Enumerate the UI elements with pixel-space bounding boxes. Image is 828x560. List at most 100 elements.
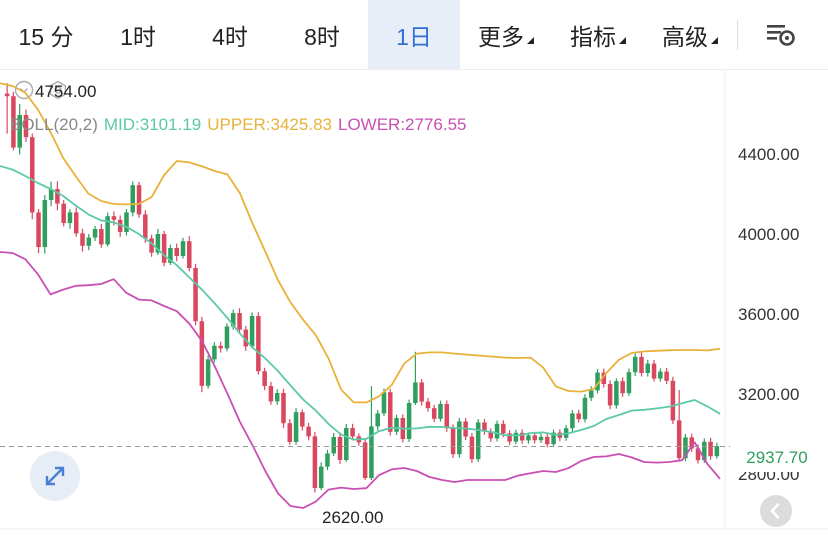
candle-body <box>30 137 35 213</box>
candle-body <box>168 248 173 263</box>
tab-15m[interactable]: 15 分 <box>0 0 92 69</box>
candle <box>431 404 437 422</box>
candle <box>381 388 387 417</box>
candle <box>67 209 73 229</box>
boll-upper-line <box>0 82 721 404</box>
candle <box>425 398 431 412</box>
candle <box>293 408 299 445</box>
candle-body <box>11 96 16 148</box>
candle-body <box>143 214 148 239</box>
candle <box>570 410 575 432</box>
candle <box>174 243 179 262</box>
candle <box>124 209 129 236</box>
candle <box>205 355 211 389</box>
candle-body <box>136 185 142 215</box>
candle <box>55 181 60 211</box>
candle <box>312 431 318 493</box>
candle <box>262 367 267 391</box>
candle-body <box>570 413 575 429</box>
candle-body <box>99 229 104 245</box>
candle <box>538 433 544 443</box>
candle <box>419 379 424 406</box>
tab-indicators-dropdown[interactable]: 指标 <box>552 0 644 69</box>
candle-body <box>607 384 613 406</box>
candle <box>61 200 66 227</box>
scroll-back-button[interactable] <box>760 495 792 527</box>
candle-body <box>620 381 625 394</box>
candle <box>80 228 85 252</box>
candle <box>149 234 154 257</box>
candle-body <box>658 371 663 379</box>
candle-body <box>714 446 720 457</box>
tab-advanced-dropdown[interactable]: 高级 <box>644 0 736 69</box>
candle <box>281 388 286 428</box>
candle-body <box>406 403 412 439</box>
candle <box>406 399 412 442</box>
candle-body <box>526 435 531 441</box>
candle <box>519 429 525 444</box>
candle <box>306 423 311 441</box>
candle <box>664 368 669 385</box>
y-tick-label: 3600.00 <box>738 305 799 324</box>
candle-body <box>388 392 393 432</box>
candle-body <box>664 371 669 381</box>
candle-body <box>475 422 481 460</box>
candle <box>607 380 613 410</box>
expand-arrows-icon <box>45 466 65 486</box>
chart-settings-button[interactable] <box>760 18 800 52</box>
candle-body <box>237 313 242 330</box>
candle-body <box>683 437 688 459</box>
fullscreen-button[interactable] <box>30 451 80 501</box>
chevron-left-icon <box>770 503 780 519</box>
boll-lower-line <box>0 251 721 509</box>
candle-body <box>199 321 205 386</box>
candle <box>256 312 261 375</box>
tab-more-dropdown[interactable]: 更多 <box>460 0 552 69</box>
candle-body <box>205 359 211 386</box>
candle-body <box>362 442 368 478</box>
tab-8h[interactable]: 8时 <box>276 0 368 69</box>
tab-1d[interactable]: 1日 <box>368 0 460 69</box>
candle <box>639 352 644 377</box>
candle-body <box>86 237 92 246</box>
gear-icon <box>49 80 67 100</box>
candle-body <box>450 428 456 455</box>
tab-1h[interactable]: 1时 <box>92 0 184 69</box>
candle <box>212 342 217 363</box>
candle-body <box>187 241 192 268</box>
candle <box>350 423 355 441</box>
candle-body <box>431 408 437 419</box>
candle-body <box>419 382 424 402</box>
caret-down-icon <box>527 37 534 44</box>
bands-layer <box>0 82 721 509</box>
candle <box>469 433 475 463</box>
candle <box>482 418 487 435</box>
tab-4h[interactable]: 4时 <box>184 0 276 69</box>
candle <box>17 104 22 155</box>
candle-body <box>61 203 66 223</box>
candle-body <box>639 356 644 373</box>
candle <box>494 420 500 442</box>
candle <box>187 236 192 272</box>
candle-body <box>645 363 651 373</box>
candle <box>287 419 293 445</box>
candle <box>375 410 380 431</box>
tab-label: 15 分 <box>18 23 74 50</box>
y-tick-label: 4000.00 <box>738 225 799 244</box>
candle-body <box>438 404 443 419</box>
candle <box>513 429 519 445</box>
candle <box>369 386 374 480</box>
tab-divider <box>737 20 738 50</box>
y-tick-label: 4400.00 <box>738 145 799 164</box>
candle <box>450 424 456 458</box>
indicator-settings-button[interactable] <box>48 80 68 100</box>
candle <box>394 414 399 435</box>
low-price-label: 2620.00 <box>322 508 383 527</box>
candle-body <box>614 381 619 406</box>
candle-body <box>632 356 638 373</box>
candle-body <box>582 397 588 420</box>
candle-body <box>249 316 255 347</box>
candle-body <box>268 386 274 402</box>
